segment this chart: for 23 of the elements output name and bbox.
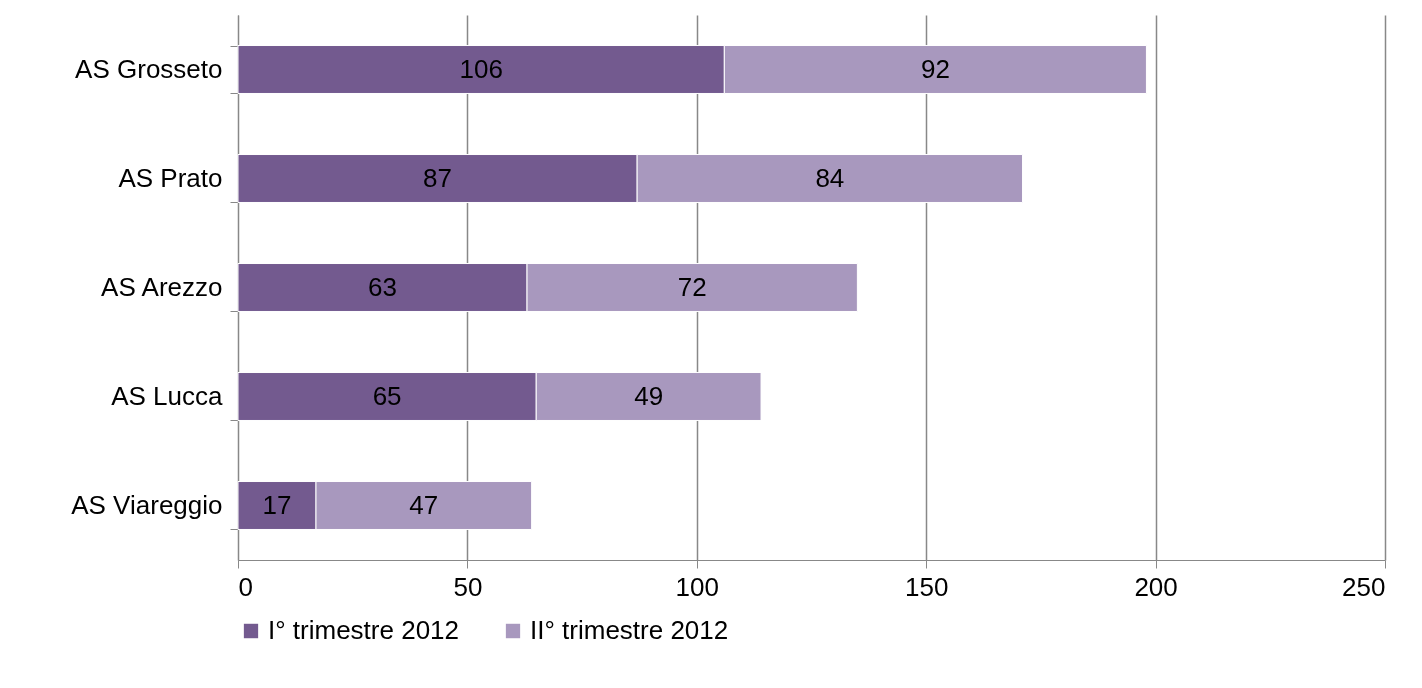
y-tick-label: AS Viareggio [71, 490, 223, 520]
x-tick-label: 150 [905, 571, 949, 602]
data-label: 72 [677, 271, 707, 302]
data-label: 84 [815, 162, 845, 193]
y-tick-label: AS Arezzo [101, 272, 223, 302]
data-label: 87 [423, 162, 453, 193]
data-label: 92 [920, 53, 950, 84]
data-label: 47 [409, 489, 439, 520]
data-label: 49 [634, 380, 664, 411]
x-tick-label: 0 [238, 571, 253, 602]
y-tick-label: AS Lucca [111, 381, 224, 411]
y-tick-label: AS Prato [118, 163, 223, 193]
data-label: 65 [372, 380, 402, 411]
x-tick-label: 100 [675, 571, 719, 602]
x-tick-label: 50 [453, 571, 483, 602]
x-tick-label: 250 [1342, 571, 1386, 602]
data-label: 63 [368, 271, 397, 302]
data-label: 17 [262, 489, 292, 520]
legend-label: I° trimestre 2012 [268, 615, 460, 645]
x-tick-label: 200 [1134, 571, 1178, 602]
legend-label: II° trimestre 2012 [530, 615, 729, 645]
data-label: 106 [459, 53, 503, 84]
y-tick-label: AS Grosseto [75, 54, 223, 84]
